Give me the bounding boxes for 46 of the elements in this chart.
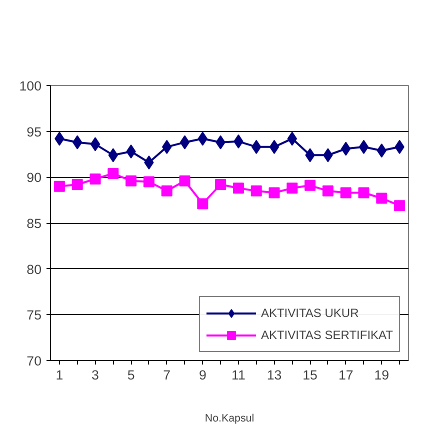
legend-label: AKTIVITAS UKUR [260, 306, 359, 320]
x-tick-label: 19 [374, 368, 390, 382]
point [286, 182, 298, 194]
x-axis-title: No.Kapsul [204, 412, 254, 424]
x-tick-label: 5 [127, 368, 135, 382]
point [90, 174, 101, 184]
point [322, 185, 334, 196]
x-tick-label: 17 [338, 368, 354, 382]
point [250, 185, 262, 196]
legend-label: AKTIVITAS SERTIFIKAT [260, 328, 393, 342]
y-tick-label: 95 [26, 124, 42, 140]
x-tick-label: 1 [56, 368, 64, 382]
point [268, 187, 280, 198]
point [304, 180, 316, 191]
point [232, 182, 244, 194]
x-tick-label: 9 [198, 368, 206, 382]
point [394, 200, 406, 212]
y-tick-label: 85 [26, 216, 42, 231]
point [269, 140, 280, 154]
point [179, 175, 190, 186]
point [126, 175, 137, 186]
point [340, 187, 352, 198]
point [72, 179, 83, 190]
point [126, 144, 136, 158]
point [161, 185, 172, 196]
point [376, 192, 388, 204]
x-tick-label: 15 [302, 368, 318, 382]
point [90, 137, 100, 152]
point [180, 135, 190, 150]
y-tick-label: 70 [26, 354, 42, 368]
point [54, 180, 65, 192]
point [197, 198, 208, 210]
point [108, 168, 119, 179]
point [143, 176, 154, 188]
point [358, 140, 369, 154]
x-tick-label: 7 [163, 368, 171, 382]
y-tick-label: 80 [26, 262, 42, 277]
point [144, 156, 154, 170]
y-tick-label: 90 [26, 170, 42, 186]
x-tick-label: 3 [92, 368, 99, 382]
point [215, 179, 226, 190]
y-tick-label: 75 [26, 308, 42, 323]
y-tick-label: 100 [19, 78, 42, 94]
x-tick-label: 13 [266, 368, 282, 382]
point [358, 187, 370, 198]
x-tick-label: 11 [232, 368, 246, 382]
